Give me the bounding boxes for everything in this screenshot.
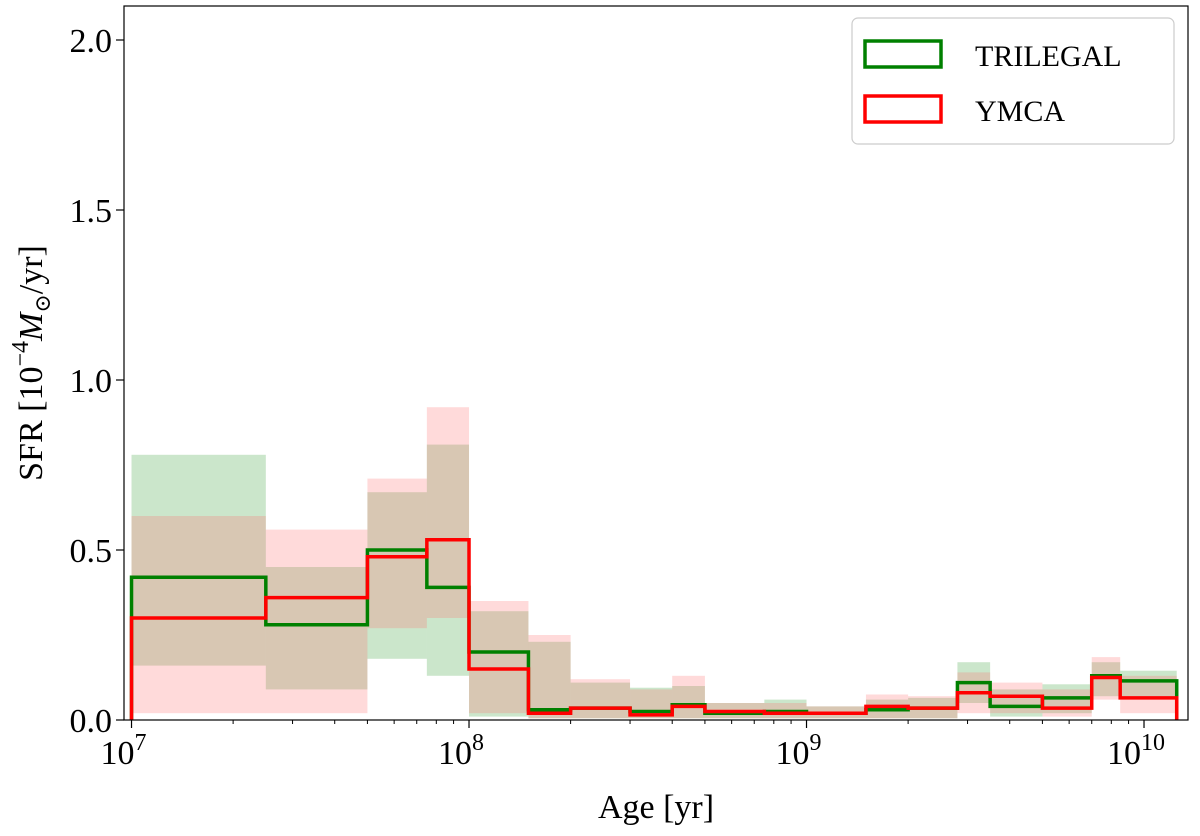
legend-swatch-trilegal bbox=[863, 39, 943, 69]
band-ymca-6 bbox=[570, 679, 631, 719]
legend: TRILEGAL YMCA bbox=[851, 17, 1175, 145]
legend-swatch-ymca bbox=[863, 94, 943, 124]
plot-frame bbox=[123, 5, 1189, 721]
band-ymca-0 bbox=[131, 516, 266, 714]
band-ymca-16 bbox=[1042, 689, 1092, 717]
uncertainty-bands bbox=[131, 407, 1177, 719]
band-trilegal-2 bbox=[367, 492, 427, 659]
y-tick-label-1: 0.5 bbox=[70, 533, 113, 570]
band-trilegal-18 bbox=[1120, 670, 1177, 697]
band-trilegal-15 bbox=[990, 689, 1043, 717]
x-tick-label-2: 109 bbox=[776, 730, 822, 772]
band-ymca-4 bbox=[469, 601, 529, 714]
band-ymca-1 bbox=[265, 529, 368, 714]
band-trilegal-3 bbox=[426, 444, 470, 676]
band-ymca-3 bbox=[426, 407, 470, 618]
y-tick-label-0: 0.0 bbox=[70, 703, 113, 740]
band-trilegal-8 bbox=[672, 686, 705, 719]
y-tick-label-4: 2.0 bbox=[70, 23, 113, 60]
x-tick-label-1: 108 bbox=[438, 730, 484, 772]
band-trilegal-0 bbox=[131, 454, 266, 666]
y-axis-label-prefix: SFR [10 bbox=[13, 367, 50, 481]
band-trilegal-5 bbox=[528, 641, 571, 719]
y-tick-label-2: 1.0 bbox=[70, 363, 113, 400]
band-trilegal-1 bbox=[265, 567, 368, 690]
step-line-ymca bbox=[129, 538, 1179, 720]
y-axis-label-mass: M bbox=[13, 311, 50, 342]
band-trilegal-4 bbox=[469, 611, 529, 717]
y-axis-label-sun: ⊙ bbox=[30, 294, 55, 312]
legend-label-ymca: YMCA bbox=[975, 95, 1065, 128]
legend-frame bbox=[851, 17, 1175, 145]
band-ymca-5 bbox=[528, 635, 571, 719]
band-trilegal-6 bbox=[570, 682, 631, 719]
series-lines bbox=[129, 538, 1179, 720]
legend-label-trilegal: TRILEGAL bbox=[975, 40, 1122, 73]
x-axis-label: Age [yr] bbox=[598, 789, 714, 826]
y-axis-label-suffix: /yr] bbox=[13, 245, 50, 294]
axis-ticks: 0.0 0.5 1.0 1.5 2.0 107 108 109 1010 bbox=[70, 23, 1166, 772]
y-axis-label: SFR [10−4M⊙/yr] bbox=[8, 245, 55, 481]
band-ymca-8 bbox=[672, 675, 705, 719]
x-tick-label-3: 1010 bbox=[1107, 730, 1165, 772]
y-axis-label-exp: −4 bbox=[8, 341, 34, 367]
x-tick-label-0: 107 bbox=[101, 730, 147, 772]
band-ymca-2 bbox=[367, 478, 427, 629]
y-tick-label-3: 1.5 bbox=[70, 193, 113, 230]
